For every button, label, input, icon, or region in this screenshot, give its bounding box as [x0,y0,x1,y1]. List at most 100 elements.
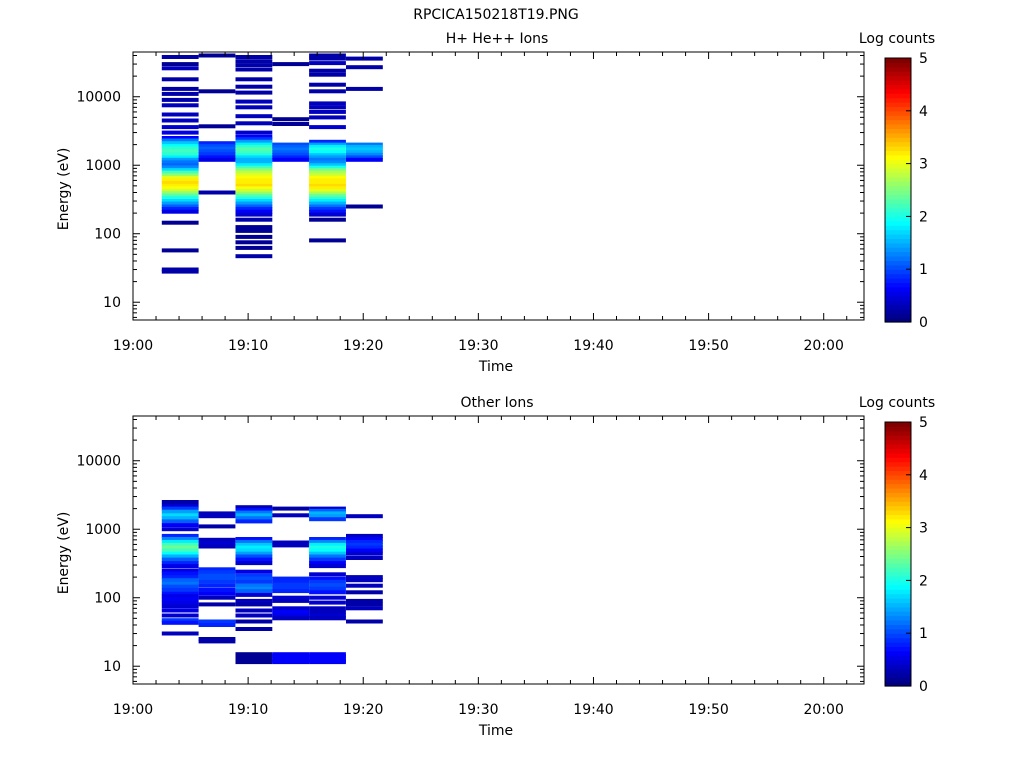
heatmap-cell [235,619,273,624]
colorbar-segment [885,75,911,81]
colorbar-segment [885,62,911,68]
heatmap-cell [161,176,199,180]
heatmap-cell [235,130,273,135]
x-tick-label: 19:00 [113,338,153,354]
heatmap-cell [346,575,383,580]
heatmap-cell [346,542,383,547]
heatmap-cell [309,508,346,513]
heatmap-cell [235,557,273,562]
colorbar-segment [885,470,911,476]
heatmap-cell [198,541,236,546]
heatmap-cell [272,122,310,126]
heatmap-cell [198,144,236,149]
x-tick-label: 20:00 [804,702,844,718]
heatmap-cell [309,189,346,193]
heatmap-cell [346,590,383,595]
heatmap-cell [198,591,236,596]
heatmap-cell [235,105,273,110]
heatmap-cell [235,155,273,160]
colorbar-segment [885,128,911,134]
heatmap-cell [161,163,199,168]
heatmap-cell [198,579,236,584]
heatmap-cell [161,183,199,188]
colorbar-tick-label: 4 [919,104,928,120]
heatmap-cell [198,619,236,624]
heatmap-cell [161,613,199,618]
heatmap-cell [346,147,383,152]
heatmap-cell [161,267,199,272]
heatmap-cell [161,55,199,59]
panel-h-he-ions: H+ He++ Ions Time Energy (eV) Log counts… [56,31,935,375]
colorbar-segment [885,650,911,656]
heatmap-cell [161,557,199,562]
heatmap-cell [309,178,346,183]
colorbar-segment [885,488,911,493]
heatmap-cell [235,67,273,72]
colorbar-segment [885,207,911,213]
heatmap-cell [161,503,199,508]
heatmap-cell [235,139,273,144]
colorbar-segment [885,580,911,586]
heatmap-cell [235,191,273,196]
heatmap-cell [161,581,199,586]
x-tick-label: 19:10 [228,338,268,354]
colorbar-segment [885,681,911,687]
panel-title: H+ He++ Ions [446,31,549,47]
colorbar-tick-label: 0 [919,315,928,331]
colorbar-segment [885,554,911,559]
colorbar-segment [885,238,911,244]
heatmap-cell [161,181,199,185]
colorbar-tick-label: 5 [919,51,928,67]
colorbar-frame [884,57,912,323]
heatmap-cell [235,153,273,158]
heatmap-cell [161,568,199,573]
heatmap-cell [161,186,199,191]
colorbar-segment [885,540,911,546]
heatmap-cell [161,533,199,538]
x-axis-label: Time [478,723,513,739]
heatmap-cell [161,220,199,225]
heatmap-cell [309,595,346,600]
heatmap-cell [161,618,199,623]
heatmap-cell [161,631,199,636]
heatmap-cell [309,238,346,243]
heatmap-cell [198,511,236,516]
colorbar-segment [885,642,911,647]
colorbar-label: Log counts [859,395,935,411]
heatmap-cell [161,91,199,96]
heatmap-cell [346,602,383,607]
heatmap-cell [309,616,346,621]
heatmap-cell [235,551,273,556]
heatmap-cell [161,523,199,528]
colorbar-segment [885,483,911,489]
colorbar-segment [885,589,911,595]
heatmap-cell [272,152,310,157]
heatmap-cell [309,564,346,569]
heatmap-cell [309,173,346,178]
colorbar-segment [885,518,911,524]
colorbar-segment [885,110,911,116]
heatmap-cell [161,112,199,117]
heatmap-cell [235,160,273,165]
heatmap-cell [346,142,383,147]
colorbar-tick-label: 1 [919,626,928,642]
heatmap-cell [272,513,310,518]
colorbar-segment [885,567,911,573]
heatmap-cell [235,59,273,64]
heatmap-cell [346,537,383,541]
heatmap-cell [235,173,273,178]
y-tick-label: 10000 [76,90,121,106]
heatmap-cell [161,527,199,532]
x-tick-label: 19:30 [458,338,498,354]
heatmap-cell [272,576,310,581]
heatmap-cell [235,165,273,170]
heatmap-cell [235,168,273,173]
colorbar-segment [885,558,911,564]
heatmap-cell [161,509,199,514]
heatmap-cell [272,660,310,665]
heatmap-cell [161,600,199,605]
heatmap-cell [198,595,236,600]
colorbar-segment [885,66,911,72]
x-tick-label: 19:50 [688,338,728,354]
heatmap-cell [161,201,199,206]
